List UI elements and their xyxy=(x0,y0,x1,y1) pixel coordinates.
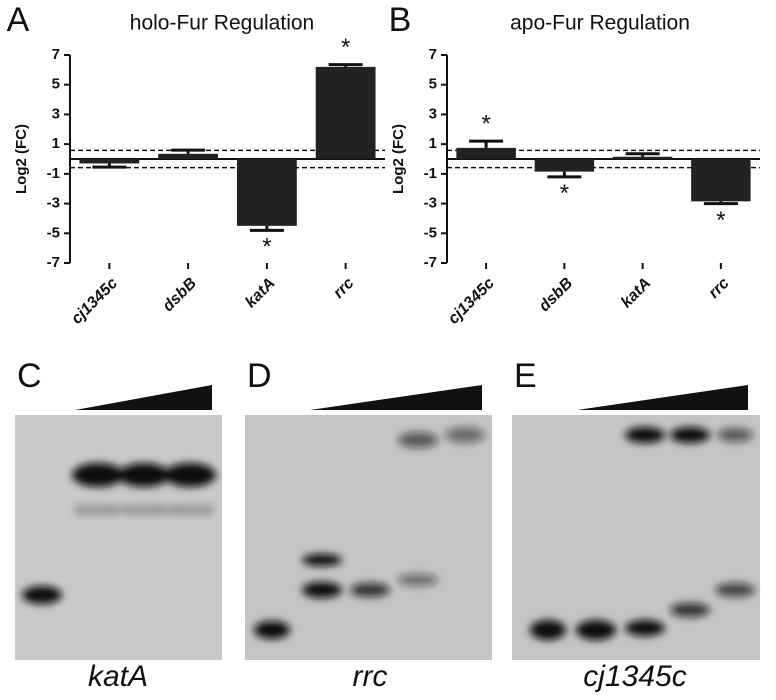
bar xyxy=(158,153,219,159)
y-axis-label: Log2 (FC) xyxy=(13,124,30,194)
y-tick-label: -5 xyxy=(47,224,60,241)
x-tick-label: cj1345c xyxy=(445,275,498,328)
significance-mark: * xyxy=(341,34,350,61)
x-tick-label: katA xyxy=(618,275,655,312)
gel-e xyxy=(512,385,760,660)
x-tick-label: cj1345c xyxy=(68,275,121,328)
chart-title: apo-Fur Regulation xyxy=(510,12,690,35)
bar xyxy=(315,66,376,159)
gel-c xyxy=(15,385,222,660)
panel-label: A xyxy=(7,1,30,39)
y-tick-label: -1 xyxy=(47,165,60,182)
chart-title: holo-Fur Regulation xyxy=(130,12,314,35)
gel-label: cj1345c xyxy=(583,660,686,693)
bar xyxy=(534,159,595,172)
panel-label: B xyxy=(389,1,412,39)
significance-mark: * xyxy=(481,111,490,138)
panel-label: E xyxy=(514,357,537,395)
y-tick-label: -7 xyxy=(47,254,60,271)
y-tick-label: 5 xyxy=(429,76,437,93)
panel-label: D xyxy=(247,357,272,395)
gel-label: katA xyxy=(88,660,148,693)
y-tick-label: 7 xyxy=(429,46,437,63)
y-tick-label: -3 xyxy=(424,195,437,212)
y-tick-label: -1 xyxy=(424,165,437,182)
y-tick-label: 3 xyxy=(429,105,437,122)
gel-d xyxy=(245,385,492,660)
x-tick-label: dsbB xyxy=(160,275,200,315)
y-tick-label: -5 xyxy=(424,224,437,241)
gel-label: rrc xyxy=(353,660,388,693)
bar xyxy=(691,159,751,202)
bar xyxy=(236,159,297,226)
y-tick-label: 1 xyxy=(429,135,437,152)
y-tick-label: -3 xyxy=(47,195,60,212)
y-tick-label: -7 xyxy=(424,254,437,271)
significance-mark: * xyxy=(716,207,725,234)
x-tick-label: katA xyxy=(242,275,279,312)
panel-label: C xyxy=(17,357,42,395)
y-axis-label: Log2 (FC) xyxy=(390,124,407,194)
significance-mark: * xyxy=(560,180,569,207)
y-tick-label: 1 xyxy=(52,135,60,152)
y-tick-label: 7 xyxy=(52,46,60,63)
x-tick-label: rrc xyxy=(330,275,357,302)
y-tick-label: 5 xyxy=(52,76,60,93)
bar xyxy=(79,159,140,164)
significance-mark: * xyxy=(262,234,271,261)
bar xyxy=(612,156,673,159)
x-tick-label: dsbB xyxy=(536,275,576,315)
y-tick-label: 3 xyxy=(52,105,60,122)
bar xyxy=(456,147,516,159)
x-tick-label: rrc xyxy=(706,275,733,302)
